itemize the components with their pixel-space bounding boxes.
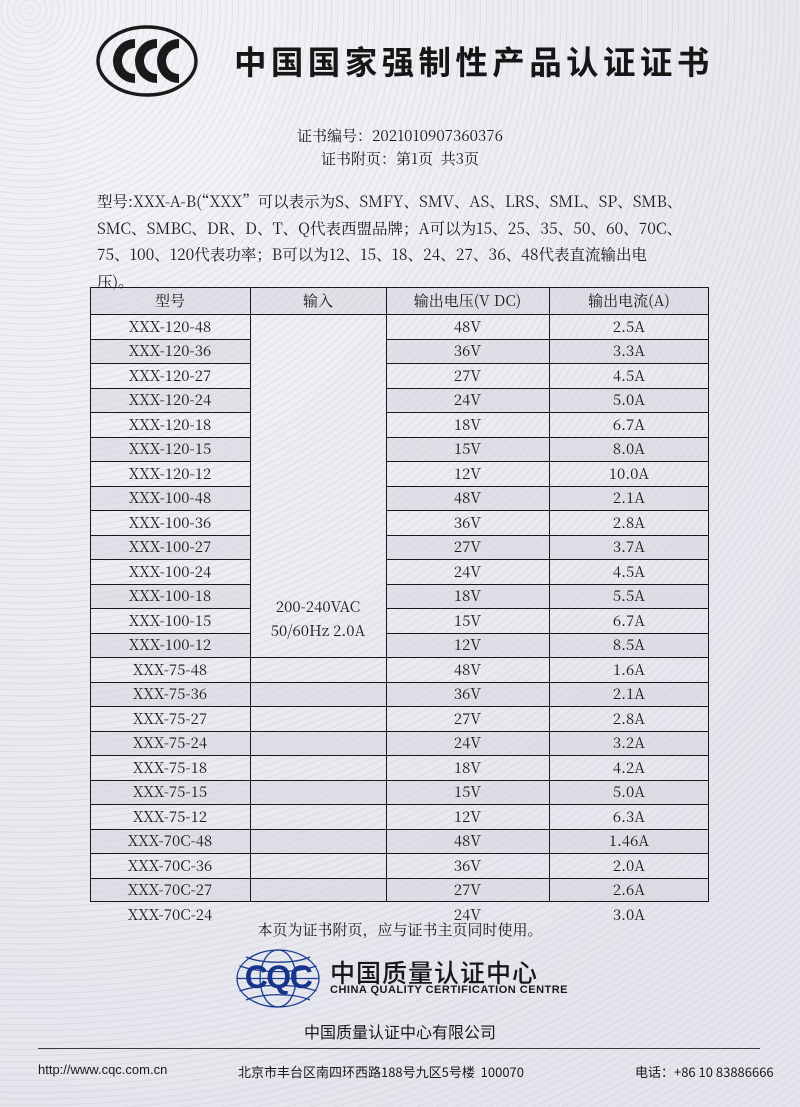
svg-text:CQC: CQC bbox=[245, 959, 313, 995]
